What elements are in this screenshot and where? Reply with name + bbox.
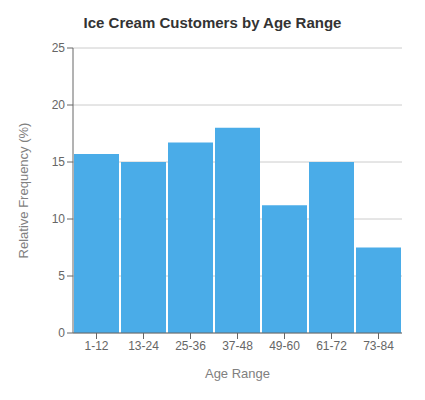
- svg-text:15: 15: [52, 155, 66, 169]
- svg-text:61-72: 61-72: [316, 339, 347, 353]
- svg-text:37-48: 37-48: [222, 339, 253, 353]
- svg-text:73-84: 73-84: [363, 339, 394, 353]
- svg-text:Age Range: Age Range: [205, 366, 270, 381]
- svg-text:10: 10: [52, 212, 66, 226]
- svg-text:Relative Frequency (%): Relative Frequency (%): [16, 123, 31, 259]
- svg-text:5: 5: [58, 269, 65, 283]
- svg-text:25-36: 25-36: [175, 339, 206, 353]
- svg-text:49-60: 49-60: [269, 339, 300, 353]
- svg-text:13-24: 13-24: [128, 339, 159, 353]
- svg-text:25: 25: [52, 41, 66, 55]
- html-text:Ice Cream Customers by Age Ran: Ice Cream Customers by Age Range: [83, 14, 342, 31]
- svg-text:1-12: 1-12: [84, 339, 108, 353]
- svg-text:20: 20: [52, 98, 66, 112]
- svg-text:0: 0: [58, 326, 65, 340]
